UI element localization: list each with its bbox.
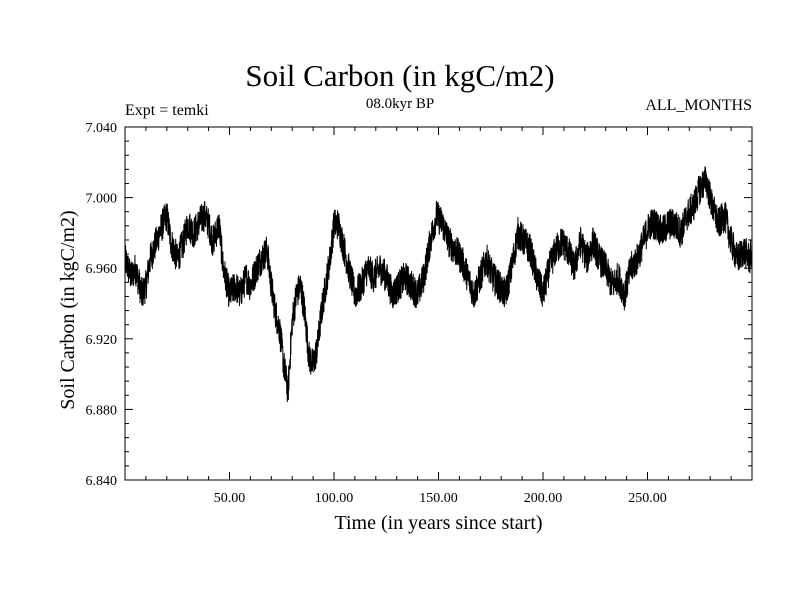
minor-ticks <box>125 127 752 480</box>
chart-title: Soil Carbon (in kgC/m2) <box>245 58 555 93</box>
y-tick-label: 6.960 <box>86 262 118 277</box>
soil-carbon-series-line <box>124 166 753 403</box>
plot-frame <box>124 126 753 481</box>
months-label: ALL_MONTHS <box>645 97 752 114</box>
y-tick-label: 7.000 <box>86 192 118 207</box>
y-axis-ticks: 6.840 6.880 6.920 6.960 7.000 7.040 <box>86 121 752 489</box>
x-axis-ticks: 50.00 100.00 150.00 200.00 250.00 <box>214 127 667 506</box>
experiment-label: Expt = temki <box>125 102 209 119</box>
y-tick-label: 6.840 <box>86 474 118 489</box>
y-tick-label: 6.920 <box>86 333 118 348</box>
x-tick-label: 50.00 <box>214 491 246 506</box>
y-axis-label: Soil Carbon (in kgC/m2) <box>57 210 79 410</box>
chart-subtitle: 08.0kyr BP <box>365 96 435 112</box>
x-axis-label: Time (in years since start) <box>334 512 543 534</box>
y-tick-label: 6.880 <box>86 403 118 418</box>
x-tick-label: 100.00 <box>315 491 354 506</box>
y-tick-label: 7.040 <box>86 121 118 136</box>
x-tick-label: 250.00 <box>628 491 667 506</box>
x-tick-label: 200.00 <box>524 491 563 506</box>
x-tick-label: 150.00 <box>419 491 458 506</box>
